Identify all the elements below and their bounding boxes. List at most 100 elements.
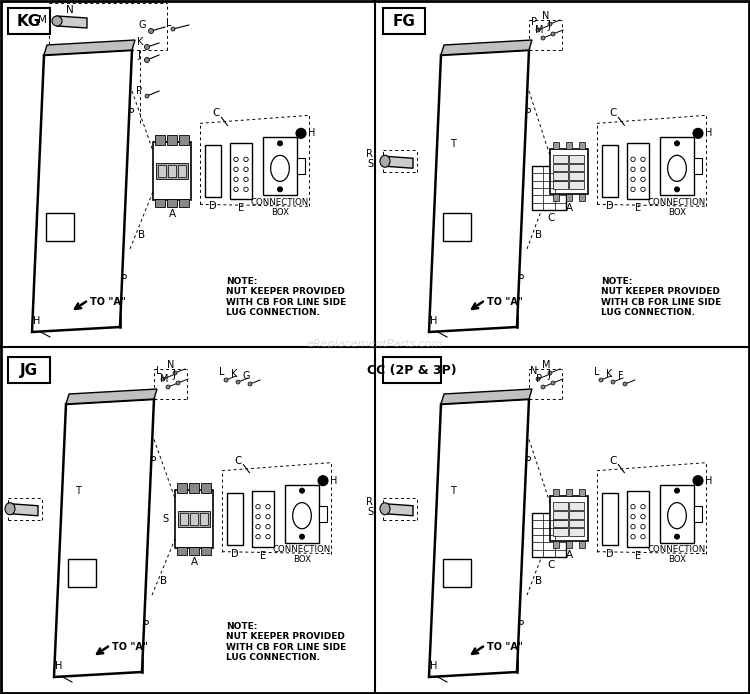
Bar (569, 164, 584, 171)
Ellipse shape (380, 502, 390, 515)
Text: NOTE:
NUT KEEPER PROVIDED
WITH CB FOR LINE SIDE
LUG CONNECTION.: NOTE: NUT KEEPER PROVIDED WITH CB FOR LI… (226, 277, 346, 317)
Bar (177, 482, 187, 493)
Bar (579, 541, 585, 548)
Bar (550, 149, 588, 194)
Bar (566, 541, 572, 548)
Polygon shape (57, 16, 87, 28)
Bar (155, 135, 165, 145)
Circle shape (145, 58, 149, 62)
Ellipse shape (5, 502, 15, 515)
Text: C: C (235, 456, 242, 466)
Circle shape (299, 534, 304, 539)
Circle shape (541, 385, 545, 389)
Bar (167, 135, 177, 145)
Circle shape (299, 488, 304, 493)
Polygon shape (66, 389, 157, 404)
Bar (167, 199, 177, 208)
Bar (602, 493, 618, 545)
Ellipse shape (668, 502, 686, 529)
Text: H: H (705, 128, 712, 138)
Bar (553, 489, 559, 496)
Circle shape (236, 380, 240, 384)
Text: E: E (635, 550, 641, 561)
Text: E: E (635, 203, 641, 213)
Text: CONNECTION
BOX: CONNECTION BOX (273, 545, 332, 564)
Text: P: P (536, 374, 542, 384)
Circle shape (145, 94, 149, 98)
Text: TO "A": TO "A" (91, 297, 126, 307)
Bar (252, 491, 274, 547)
Bar (579, 489, 585, 496)
Bar (694, 506, 702, 522)
Circle shape (173, 371, 177, 375)
Bar (553, 502, 568, 510)
Text: G: G (242, 371, 250, 381)
Text: CC (2P & 3P): CC (2P & 3P) (368, 364, 457, 377)
Ellipse shape (271, 155, 290, 181)
Bar (579, 194, 585, 201)
Text: J: J (548, 21, 550, 31)
Circle shape (248, 382, 252, 386)
Text: D: D (209, 201, 217, 212)
Text: S: S (537, 514, 543, 524)
Bar (189, 547, 199, 555)
Bar (230, 144, 252, 199)
Bar (569, 502, 584, 510)
Text: T: T (450, 139, 456, 149)
Bar (553, 520, 568, 527)
Text: H: H (33, 316, 40, 326)
Text: C: C (548, 560, 555, 570)
Polygon shape (385, 504, 413, 516)
Bar (156, 163, 188, 179)
Polygon shape (429, 399, 529, 677)
Text: D: D (606, 201, 613, 212)
Bar (179, 135, 189, 145)
Circle shape (166, 385, 170, 389)
Polygon shape (385, 156, 413, 168)
Text: J: J (137, 50, 140, 60)
Text: B: B (535, 577, 542, 586)
Text: S: S (162, 514, 168, 524)
Bar (569, 528, 584, 536)
Text: H: H (705, 475, 712, 486)
Text: G: G (138, 20, 146, 30)
Bar (553, 541, 559, 548)
Bar (201, 547, 211, 555)
Text: E: E (260, 550, 266, 561)
Text: H: H (430, 316, 438, 326)
Bar (550, 496, 588, 541)
Bar (602, 145, 618, 197)
Circle shape (674, 141, 680, 146)
Bar (153, 142, 191, 201)
Text: P: P (531, 17, 537, 27)
Circle shape (278, 187, 283, 192)
Text: C: C (610, 456, 617, 466)
Bar (383, 357, 441, 383)
Text: B: B (535, 230, 542, 240)
Text: L: L (219, 367, 225, 377)
Text: K: K (231, 369, 237, 379)
Text: TO "A": TO "A" (112, 642, 148, 652)
Bar (694, 158, 702, 174)
Circle shape (693, 128, 703, 138)
Text: CONNECTION
BOX: CONNECTION BOX (648, 198, 706, 217)
Bar (553, 511, 568, 518)
Text: P: P (136, 86, 142, 96)
Bar (8, 8, 50, 34)
Circle shape (548, 371, 552, 375)
Bar (553, 142, 559, 149)
Bar (168, 165, 176, 178)
Text: R: R (366, 149, 373, 159)
Circle shape (674, 488, 680, 493)
Text: S: S (367, 159, 373, 169)
Bar (180, 513, 188, 525)
Bar (443, 559, 471, 587)
Text: N: N (530, 366, 538, 376)
Bar (532, 513, 566, 557)
Bar (285, 484, 319, 543)
Circle shape (536, 377, 540, 381)
Text: D: D (606, 549, 613, 559)
Circle shape (551, 32, 555, 36)
Text: JG: JG (20, 362, 38, 378)
Circle shape (224, 378, 228, 382)
